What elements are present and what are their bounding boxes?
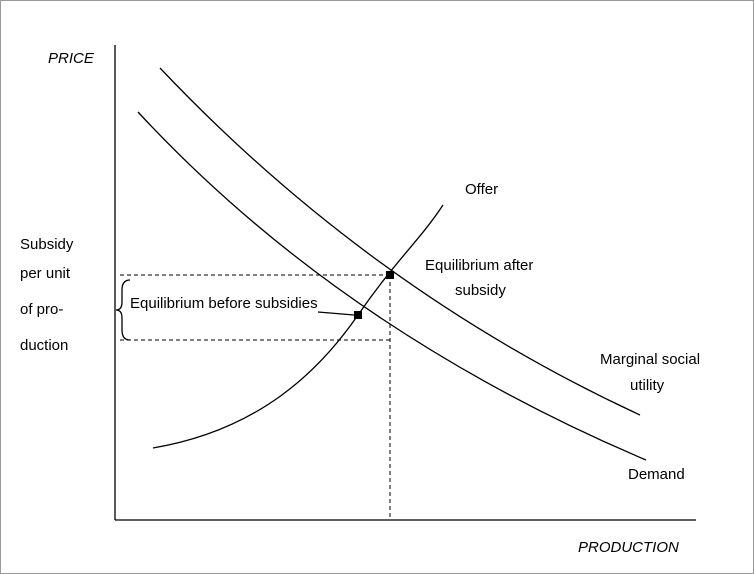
label: of pro- [20,301,63,318]
label: Marginal social [600,351,700,368]
label: subsidy [455,282,506,299]
offer-curve [152,204,444,449]
equilibrium-point [354,311,362,319]
x-axis-label: PRODUCTION [578,539,679,556]
label: Offer [465,181,498,198]
equilibrium-point [386,271,394,279]
label: Equilibrium before subsidies [130,295,318,312]
demand-curve [137,111,647,461]
label: duction [20,337,68,354]
label: Demand [628,466,685,483]
label: Subsidy [20,236,74,253]
marginal-utility-curve [159,67,641,416]
label: utility [630,377,665,394]
y-axis-label: PRICE [48,50,95,67]
label: per unit [20,265,71,282]
brace [115,279,131,341]
label: Equilibrium after [425,257,533,274]
pointer [317,311,355,316]
